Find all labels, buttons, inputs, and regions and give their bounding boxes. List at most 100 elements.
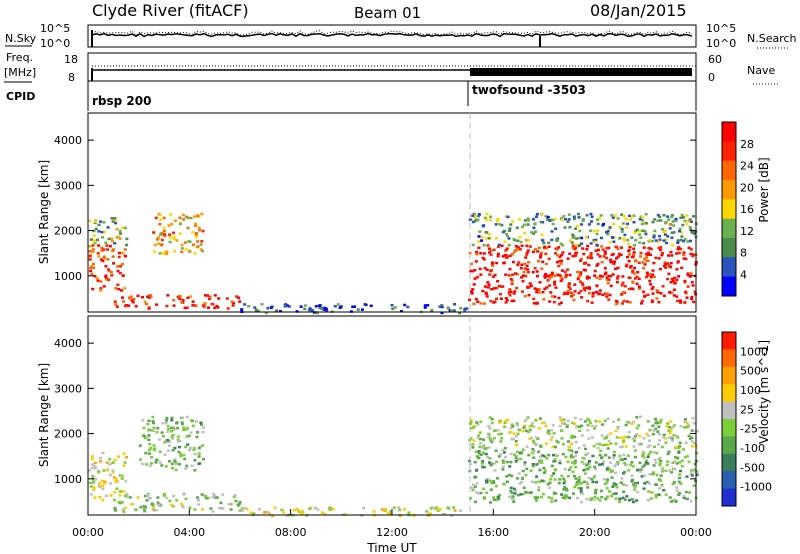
power-cell bbox=[681, 223, 685, 227]
power-cell bbox=[549, 274, 553, 277]
velocity-cell bbox=[573, 459, 577, 463]
velocity-cell bbox=[172, 494, 176, 498]
velocity-cell bbox=[157, 503, 161, 507]
power-cell bbox=[118, 251, 121, 255]
power-cell bbox=[589, 212, 593, 216]
power-cell bbox=[560, 269, 564, 272]
power-cell bbox=[603, 252, 607, 255]
power-cell bbox=[691, 284, 695, 287]
velocity-cell bbox=[618, 497, 622, 501]
power-cell bbox=[113, 242, 117, 245]
velocity-cell bbox=[156, 496, 160, 499]
velocity-cell bbox=[501, 465, 505, 469]
power-cell bbox=[652, 236, 656, 239]
power-cell bbox=[146, 295, 150, 298]
power-cell bbox=[103, 230, 107, 234]
power-cell bbox=[640, 215, 644, 219]
velocity-cell bbox=[619, 445, 623, 449]
velocity-cell bbox=[146, 422, 150, 426]
power-cell bbox=[685, 296, 689, 299]
power-cell bbox=[594, 249, 598, 252]
freq-panel-frame bbox=[87, 52, 697, 82]
velocity-cell bbox=[263, 511, 267, 514]
power-cell bbox=[217, 297, 221, 300]
power-cell bbox=[621, 222, 625, 225]
power-cell bbox=[183, 306, 187, 310]
power-cell bbox=[605, 231, 608, 234]
power-panel-frame bbox=[87, 112, 697, 313]
power-cell bbox=[607, 246, 611, 250]
velocity-cell bbox=[648, 428, 652, 432]
velocity-cell bbox=[599, 489, 603, 493]
velocity-colorbar-swatch bbox=[722, 384, 736, 403]
velocity-cell bbox=[633, 481, 637, 485]
power-cell bbox=[641, 229, 645, 232]
velocity-cell bbox=[675, 462, 679, 465]
velocity-cell bbox=[677, 446, 681, 449]
velocity-cell bbox=[170, 462, 174, 466]
power-cell bbox=[586, 275, 590, 278]
power-cell bbox=[91, 248, 95, 251]
velocity-cell bbox=[678, 441, 682, 445]
power-cell bbox=[583, 289, 587, 292]
velocity-cell bbox=[490, 440, 494, 444]
power-cell bbox=[510, 299, 514, 303]
velocity-cell bbox=[536, 437, 540, 440]
velocity-cell bbox=[529, 436, 533, 439]
cpid-panel: CPID rbsp 200 twofsound -3503 bbox=[6, 81, 697, 111]
power-cell bbox=[110, 274, 114, 277]
velocity-cell bbox=[153, 447, 157, 450]
velocity-cell bbox=[114, 480, 118, 484]
velocity-cell bbox=[397, 506, 401, 509]
velocity-cell bbox=[528, 425, 532, 428]
power-cell bbox=[520, 276, 524, 279]
power-cell bbox=[143, 300, 147, 303]
velocity-ytick-label: 4000 bbox=[54, 337, 82, 350]
velocity-cell bbox=[516, 432, 520, 436]
velocity-cell bbox=[622, 490, 626, 493]
velocity-cell bbox=[138, 444, 142, 447]
velocity-cell bbox=[606, 443, 610, 446]
velocity-cell bbox=[558, 416, 562, 419]
power-cell bbox=[235, 295, 239, 298]
velocity-cell bbox=[155, 430, 159, 434]
velocity-cell bbox=[574, 465, 578, 469]
power-cell bbox=[115, 236, 119, 239]
power-cell bbox=[226, 307, 230, 310]
power-cell bbox=[430, 309, 434, 312]
velocity-cell bbox=[534, 481, 538, 484]
velocity-cell bbox=[684, 455, 687, 459]
power-cell bbox=[97, 223, 101, 227]
power-cell bbox=[516, 272, 519, 276]
velocity-cell bbox=[531, 463, 535, 466]
power-cell bbox=[480, 239, 484, 242]
power-cell bbox=[632, 247, 636, 250]
velocity-cell bbox=[687, 460, 691, 464]
velocity-cell bbox=[632, 420, 635, 424]
power-cell bbox=[659, 219, 663, 222]
power-cell bbox=[505, 247, 509, 250]
velocity-cell bbox=[537, 427, 541, 430]
velocity-cell bbox=[594, 488, 598, 492]
power-cell bbox=[480, 235, 484, 239]
velocity-cell bbox=[628, 421, 632, 424]
velocity-cell bbox=[297, 510, 301, 513]
velocity-cell bbox=[516, 424, 520, 427]
power-cell bbox=[668, 223, 672, 226]
power-cell bbox=[683, 281, 687, 284]
velocity-cell bbox=[519, 457, 523, 461]
velocity-cell bbox=[501, 468, 505, 471]
velocity-cell bbox=[639, 470, 643, 473]
velocity-cell bbox=[479, 442, 482, 445]
velocity-cell bbox=[623, 498, 627, 501]
velocity-cell bbox=[690, 474, 694, 477]
velocity-cell bbox=[145, 499, 149, 502]
velocity-cell bbox=[670, 500, 674, 503]
power-cell bbox=[508, 294, 512, 297]
power-cell bbox=[484, 216, 487, 220]
velocity-cell bbox=[587, 419, 591, 422]
velocity-cell bbox=[593, 474, 597, 478]
power-cell bbox=[646, 274, 650, 277]
power-cell bbox=[474, 218, 478, 221]
velocity-cell bbox=[182, 493, 186, 496]
